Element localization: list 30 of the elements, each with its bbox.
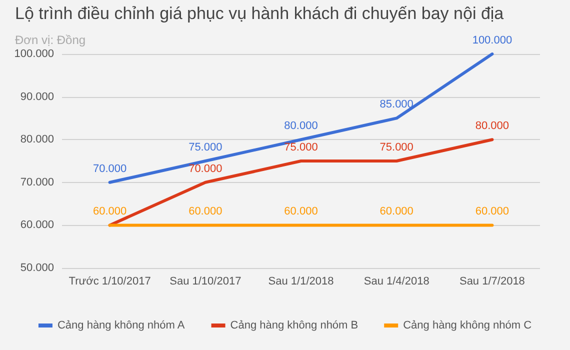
y-tick-label: 80.000	[20, 134, 54, 146]
data-label: 75.000	[188, 142, 222, 154]
legend-label: Cảng hàng không nhóm A	[57, 320, 186, 332]
chart-title: Lộ trình điều chỉnh giá phục vụ hành khách đi chuyến bay nội địa	[15, 4, 504, 23]
data-label: 60.000	[92, 206, 127, 218]
x-tick-label: Sau 1/4/2018	[364, 276, 430, 288]
data-label: 75.000	[380, 142, 414, 154]
legend-label: Cảng hàng không nhóm C	[403, 320, 532, 332]
data-label: 70.000	[92, 162, 127, 175]
y-tick-label: 60.000	[20, 219, 54, 232]
y-tick-label: 50.000	[20, 262, 54, 274]
y-tick-label: 70.000	[20, 176, 54, 188]
data-label: 80.000	[475, 120, 510, 132]
data-label: 85.000	[380, 98, 414, 111]
y-tick-label: 90.000	[20, 90, 54, 103]
legend-label: Cảng hàng không nhóm B	[230, 320, 358, 332]
data-label: 80.000	[284, 120, 318, 132]
x-tick-label: Trước 1/10/2017	[68, 276, 151, 288]
data-label: 60.000	[380, 206, 414, 218]
data-label: 70.000	[188, 162, 222, 175]
chart-subtitle: Đơn vị: Đồng	[15, 33, 86, 47]
data-label: 60.000	[284, 206, 318, 218]
data-label: 60.000	[475, 206, 510, 218]
data-label: 60.000	[188, 206, 222, 218]
x-tick-label: Sau 1/10/2017	[170, 276, 242, 288]
data-label: 100.000	[472, 34, 512, 46]
x-tick-label: Sau 1/1/2018	[268, 276, 334, 288]
y-tick-label: 100.000	[14, 48, 54, 60]
x-tick-label: Sau 1/7/2018	[459, 276, 525, 288]
data-label: 75.000	[284, 142, 318, 154]
